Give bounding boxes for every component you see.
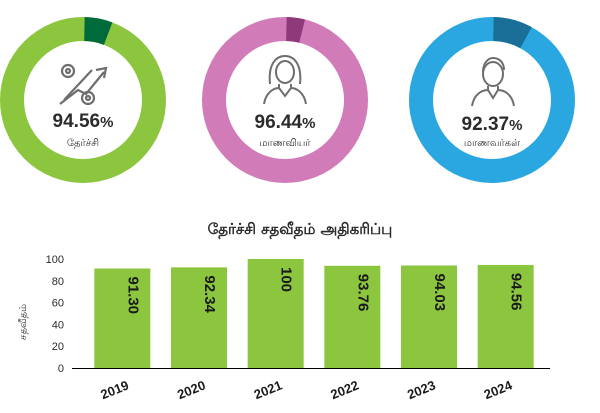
y-tick-label: 40	[52, 319, 64, 331]
male-ring-track	[409, 17, 575, 183]
female-student-icon	[263, 54, 307, 105]
bar	[477, 264, 534, 368]
female-ring-gap	[285, 17, 306, 43]
bar	[94, 268, 151, 368]
x-tick-label: 2023	[405, 377, 437, 402]
x-tick-label: 2019	[98, 377, 130, 402]
bar-value-label: 93.76	[354, 274, 371, 312]
bar	[247, 259, 304, 368]
y-tick-label: 60	[52, 298, 64, 310]
x-tick-label: 2021	[252, 377, 284, 402]
pass-rate-ring: 94.56% தேர்ச்சி	[0, 17, 166, 183]
male-ring-gap	[492, 17, 532, 49]
female-rate-value: 96.44%	[255, 112, 316, 133]
female-rate-ring: 96.44% மாணவியர்	[202, 17, 368, 183]
y-axis: 0 20 40 60 80 100	[46, 254, 64, 375]
female-ring-track	[202, 17, 368, 183]
male-rate-value: 92.37%	[462, 114, 523, 135]
bar-value-label: 100	[278, 267, 295, 292]
bar	[324, 265, 381, 368]
x-axis: 2019 2020 2021 2022 2023 2024	[98, 377, 514, 402]
pass-ring-track	[0, 17, 166, 183]
y-tick-label: 80	[52, 276, 64, 288]
bar-value-label: 91.30	[124, 276, 141, 314]
chart-title: தேர்ச்சி சதவீதம் அதிகரிப்பு	[208, 220, 393, 239]
y-tick-label: 20	[52, 341, 64, 353]
bar-value-label: 94.03	[431, 274, 448, 312]
x-tick-label: 2024	[482, 377, 515, 402]
y-tick-label: 0	[58, 363, 64, 375]
pass-rate-label: தேர்ச்சி	[67, 138, 99, 149]
male-rate-label: மாணவர்கள்	[464, 138, 520, 149]
male-rate-ring: 92.37% மாணவர்கள்	[409, 17, 575, 183]
pass-ring-gap	[83, 17, 113, 45]
bar-value-label: 92.34	[201, 275, 218, 313]
bar	[171, 267, 227, 368]
female-rate-label: மாணவியர்	[259, 138, 311, 149]
male-student-icon	[471, 56, 515, 107]
x-tick-label: 2022	[328, 377, 360, 402]
y-tick-label: 100	[46, 254, 64, 266]
x-tick-label: 2020	[175, 377, 207, 402]
growth-icon	[59, 63, 108, 106]
bar-value-label: 94.56	[508, 273, 525, 311]
pass-rate-value: 94.56%	[53, 111, 114, 132]
y-axis-label: சதவீதம்	[18, 304, 29, 340]
bar-series: 91.30 92.34 100 93.76 94.03 94.56	[94, 259, 534, 368]
bar	[401, 265, 457, 368]
